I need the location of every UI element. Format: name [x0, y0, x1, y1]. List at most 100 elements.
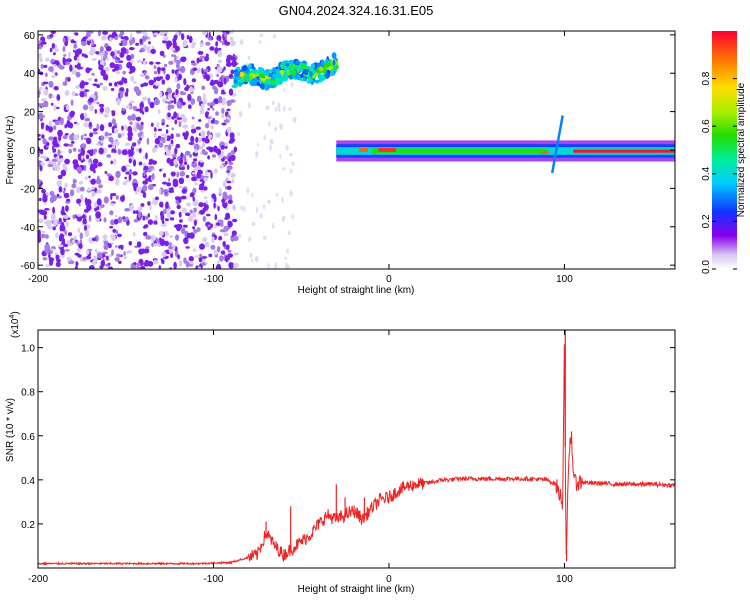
noise-dot [220, 250, 226, 255]
noise-dot [192, 196, 195, 202]
noise-dot [124, 176, 127, 180]
colorbar-tick-label: 0.8 [701, 71, 712, 85]
noise-dot [41, 41, 47, 45]
tone-dot [318, 66, 324, 72]
noise-dot [180, 227, 186, 235]
noise-dot [157, 67, 161, 75]
noise-dot [39, 57, 43, 63]
noise-dot [38, 112, 44, 120]
noise-dot [103, 256, 107, 261]
noise-dot [38, 103, 42, 107]
noise-dot [132, 210, 136, 215]
noise-dot [143, 169, 146, 177]
noise-dot [176, 103, 183, 109]
noise-dot [132, 106, 138, 111]
noise-dot [288, 107, 292, 111]
noise-dot [173, 111, 178, 119]
noise-dot [158, 231, 164, 236]
noise-dot [136, 262, 141, 266]
noise-dot [262, 235, 267, 240]
y-tick-label: 1.0 [21, 344, 35, 355]
noise-dot [272, 34, 277, 39]
noise-dot [180, 195, 187, 200]
noise-dot [78, 203, 81, 207]
noise-dot [81, 214, 86, 219]
noise-dot [229, 36, 234, 41]
noise-dot [133, 262, 137, 265]
noise-dot [163, 173, 166, 178]
noise-dot [183, 257, 187, 264]
noise-dot [217, 205, 220, 212]
noise-dot [91, 72, 95, 76]
noise-dot [76, 48, 82, 55]
noise-dot [79, 88, 85, 92]
noise-dot [51, 74, 57, 78]
noise-dot [279, 154, 282, 159]
noise-dot [52, 148, 57, 153]
noise-dot [149, 204, 152, 211]
noise-dot [184, 150, 191, 156]
noise-dot [158, 265, 161, 269]
noise-dot [132, 142, 137, 147]
noise-dot [211, 119, 214, 124]
noise-dot [214, 168, 218, 174]
noise-dot [131, 37, 136, 44]
noise-dot [55, 60, 60, 66]
noise-dot [76, 239, 79, 246]
noise-dot [186, 202, 191, 207]
noise-dot [216, 222, 221, 226]
noise-dot [43, 214, 47, 220]
noise-dot [190, 128, 197, 134]
noise-dot [171, 92, 176, 99]
noise-dot [240, 205, 244, 211]
noise-dot [199, 243, 205, 250]
noise-dot [86, 37, 91, 41]
noise-dot [99, 106, 105, 113]
noise-dot [233, 40, 236, 46]
noise-dot [128, 158, 132, 164]
noise-dot [188, 255, 194, 262]
noise-dot [289, 190, 293, 197]
noise-dot [88, 175, 91, 179]
noise-dot [167, 144, 172, 151]
noise-dot [108, 82, 113, 87]
noise-dot [255, 206, 259, 214]
noise-dot [114, 81, 118, 87]
y-tick-label: 0.6 [21, 432, 35, 443]
noise-dot [79, 81, 85, 89]
noise-dot [203, 98, 208, 105]
noise-dot [80, 257, 83, 262]
noise-dot [79, 194, 84, 202]
noise-dot [107, 262, 111, 266]
colorbar-axis: 0.0 0.2 0.4 0.6 0.8 [701, 71, 737, 274]
tone-dot [261, 78, 267, 82]
x-tick-label: -100 [203, 574, 223, 585]
noise-dot [76, 198, 82, 204]
noise-dot [98, 59, 101, 66]
noise-dot [105, 57, 109, 61]
noise-dot [74, 32, 79, 36]
noise-dot [41, 188, 46, 194]
noise-dot [282, 216, 286, 221]
tone-dot [284, 62, 290, 67]
noise-dot [224, 160, 228, 165]
noise-dot [79, 91, 85, 98]
noise-dot [204, 241, 210, 248]
colorbar-tick-label: 0.4 [701, 166, 712, 180]
noise-dot [228, 262, 235, 269]
tone-dot [270, 80, 276, 86]
noise-dot [222, 97, 226, 102]
noise-dot [212, 232, 216, 235]
noise-dot [113, 149, 117, 154]
noise-dot [115, 59, 119, 64]
noise-dot [181, 56, 187, 62]
noise-dot [231, 60, 237, 68]
noise-dot [48, 93, 53, 99]
noise-dot [100, 135, 104, 141]
noise-dot [274, 262, 278, 269]
noise-dot [130, 32, 133, 41]
noise-dot [110, 160, 113, 165]
noise-dot [119, 31, 125, 36]
noise-dot [118, 260, 122, 264]
noise-dot [45, 57, 50, 62]
